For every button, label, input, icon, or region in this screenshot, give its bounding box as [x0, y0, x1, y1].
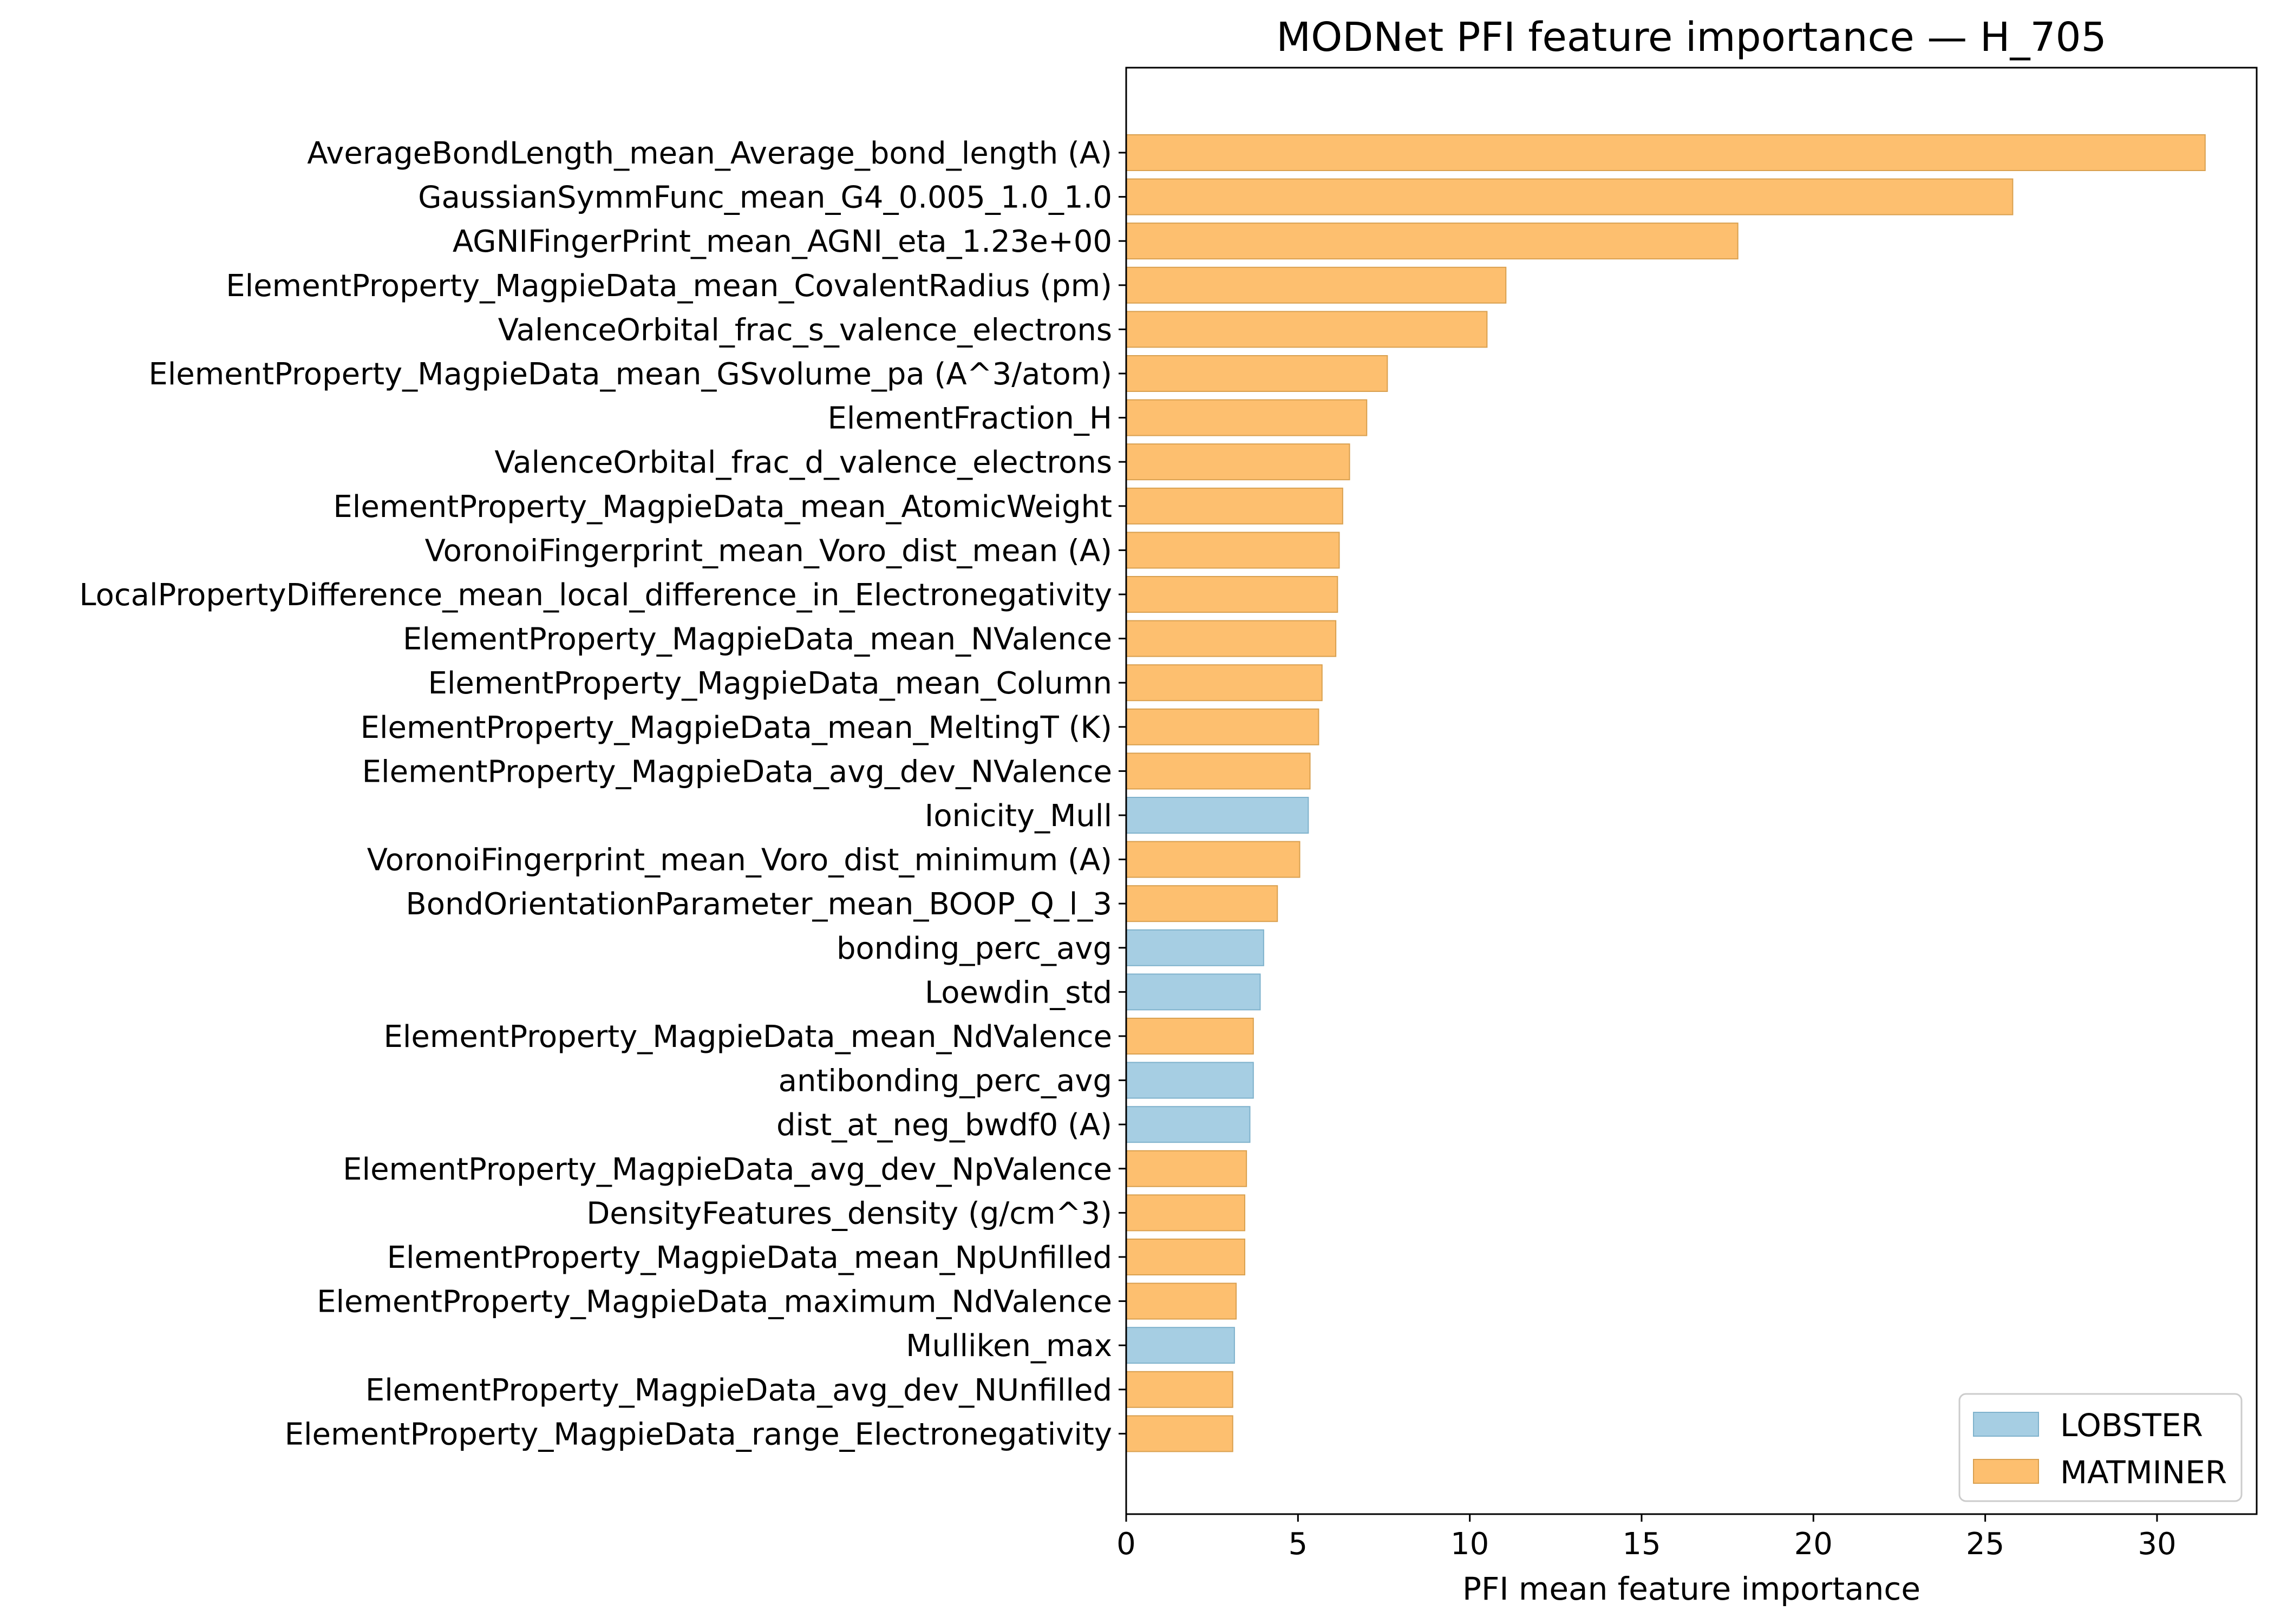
y-tick-label: VoronoiFingerprint_mean_Voro_dist_minimu… [367, 843, 1112, 878]
bar-matminer [1126, 752, 1311, 790]
y-tick-label: ElementProperty_MagpieData_avg_dev_NpVal… [343, 1152, 1112, 1187]
y-tick-label: Mulliken_max [906, 1328, 1112, 1364]
bar-matminer [1126, 487, 1343, 525]
y-tick-label: ElementProperty_MagpieData_mean_MeltingT… [361, 710, 1112, 745]
y-tick-label: GaussianSymmFunc_mean_G4_0.005_1.0_1.0 [418, 180, 1112, 215]
bar-lobster [1126, 929, 1264, 966]
x-tick-label: 25 [1966, 1527, 2004, 1562]
y-tick-label: dist_at_neg_bwdf0 (A) [776, 1108, 1112, 1143]
y-tick-label: VoronoiFingerprint_mean_Voro_dist_mean (… [425, 533, 1112, 568]
y-tick-label: ElementProperty_MagpieData_mean_Covalent… [226, 269, 1112, 304]
y-tick-label: ElementProperty_MagpieData_mean_AtomicWe… [333, 489, 1112, 525]
y-tick-label: DensityFeatures_density (g/cm^3) [586, 1196, 1112, 1231]
bar-matminer [1126, 664, 1323, 702]
plot-frame [1125, 67, 2258, 1515]
bar-matminer [1126, 355, 1388, 392]
x-tick-label: 20 [1794, 1527, 1833, 1562]
bar-matminer [1126, 1150, 1247, 1187]
bar-matminer [1126, 1415, 1233, 1452]
y-tick-label: ElementProperty_MagpieData_mean_NValence [403, 622, 1112, 657]
y-tick-label: AverageBondLength_mean_Average_bond_leng… [307, 136, 1112, 171]
bar-matminer [1126, 443, 1350, 481]
x-tick-label: 10 [1450, 1527, 1489, 1562]
y-tick-label: Loewdin_std [925, 975, 1112, 1010]
y-tick-label: ElementProperty_MagpieData_range_Electro… [285, 1417, 1112, 1452]
bar-matminer [1126, 399, 1368, 436]
x-tick-label: 30 [2138, 1527, 2176, 1562]
x-axis-label: PFI mean feature importance [1462, 1570, 1920, 1607]
bar-lobster [1126, 973, 1261, 1011]
bar-matminer [1126, 1239, 1245, 1275]
bar-matminer [1126, 532, 1340, 569]
bar-matminer [1126, 620, 1337, 657]
x-tick-label: 15 [1622, 1527, 1661, 1562]
y-tick-label: ElementProperty_MagpieData_mean_NdValenc… [383, 1019, 1112, 1055]
chart-title: MODNet PFI feature importance — H_705 [1276, 14, 2106, 61]
bar-matminer [1126, 885, 1278, 922]
y-tick-label: ValenceOrbital_frac_s_valence_electrons [498, 312, 1112, 348]
bar-matminer [1126, 1282, 1237, 1320]
bar-matminer [1126, 266, 1507, 304]
y-tick-label: antibonding_perc_avg [779, 1064, 1112, 1099]
y-tick-labels: AverageBondLength_mean_Average_bond_leng… [79, 136, 1126, 1452]
bar-matminer [1126, 178, 2014, 215]
x-tick-label: 0 [1116, 1527, 1136, 1562]
legend-swatch-matminer [1973, 1459, 2039, 1484]
bar-lobster [1126, 1327, 1235, 1364]
legend-label-matminer: MATMINER [2060, 1454, 2227, 1491]
y-tick-label: ElementProperty_MagpieData_mean_NpUnfill… [387, 1240, 1112, 1275]
y-tick-label: ValenceOrbital_frac_d_valence_electrons [494, 445, 1112, 480]
bar-matminer [1126, 222, 1739, 260]
bar-matminer [1126, 576, 1338, 613]
bar-lobster [1126, 1062, 1254, 1099]
bar-matminer [1126, 1018, 1254, 1055]
y-tick-label: BondOrientationParameter_mean_BOOP_Q_l_3 [406, 887, 1112, 922]
y-tick-label: LocalPropertyDifference_mean_local_diffe… [79, 578, 1112, 613]
y-tick-label: AGNIFingerPrint_mean_AGNI_eta_1.23e+00 [453, 224, 1112, 259]
bar-lobster [1126, 1106, 1251, 1143]
y-tick-label: ElementProperty_MagpieData_avg_dev_NUnfi… [365, 1373, 1112, 1408]
y-tick-label: bonding_perc_avg [837, 931, 1112, 966]
bar-matminer [1126, 311, 1488, 348]
y-tick-label: Ionicity_Mull [925, 798, 1112, 834]
bar-matminer [1126, 134, 2206, 171]
y-tick-label: ElementProperty_MagpieData_maximum_NdVal… [317, 1285, 1112, 1320]
bar-matminer [1126, 841, 1301, 878]
y-tick-label: ElementProperty_MagpieData_mean_GSvolume… [148, 357, 1112, 392]
legend-swatch-lobster [1973, 1412, 2039, 1437]
y-tick-label: ElementFraction_H [828, 401, 1113, 436]
legend-label-lobster: LOBSTER [2060, 1407, 2203, 1444]
bar-matminer [1126, 1371, 1233, 1408]
legend: LOBSTER MATMINER [1958, 1393, 2243, 1502]
bar-matminer [1126, 708, 1319, 745]
bar-matminer [1126, 1194, 1245, 1232]
bars-layer [1126, 134, 2206, 1452]
bar-lobster [1126, 797, 1309, 834]
x-axis-ticks: 0 5 10 15 20 25 30 [1116, 1514, 2177, 1562]
y-tick-label: ElementProperty_MagpieData_avg_dev_NVale… [362, 754, 1112, 789]
x-tick-label: 5 [1289, 1527, 1308, 1562]
y-tick-label: ElementProperty_MagpieData_mean_Column [428, 666, 1112, 701]
